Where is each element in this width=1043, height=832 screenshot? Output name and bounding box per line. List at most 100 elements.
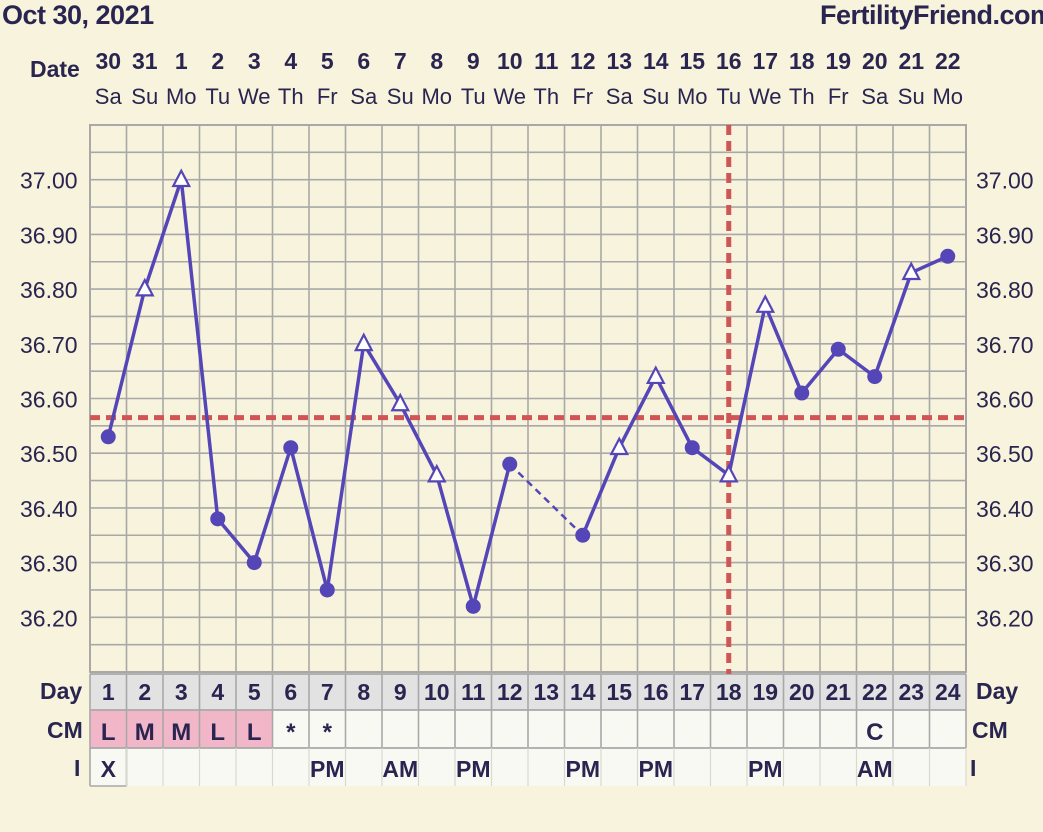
cm-row-label: CM [972, 717, 1008, 743]
temperature-point-open [645, 365, 666, 385]
cm-entry: * [286, 719, 296, 746]
weekday-label: Mo [932, 84, 963, 109]
weekday-label: Su [642, 84, 669, 109]
weekday-label: Tu [716, 84, 741, 109]
weekday-label: Sa [606, 84, 634, 109]
day-number: 5 [248, 679, 261, 705]
day-number: 18 [716, 679, 742, 705]
i-row-cell [382, 748, 419, 786]
y-tick-label: 36.70 [20, 332, 78, 358]
date-tick-label: 15 [679, 48, 705, 74]
temperature-segment [362, 342, 402, 405]
cm-highlight-cell [90, 710, 127, 748]
cm-highlight-cell [199, 710, 236, 748]
day-number: 4 [211, 679, 224, 705]
weekday-label: We [493, 84, 526, 109]
cm-highlight-cell [236, 710, 273, 748]
day-number: 11 [461, 679, 486, 705]
y-tick-label: 36.90 [20, 222, 78, 248]
temperature-segment [581, 447, 621, 536]
temperature-point-open [755, 294, 776, 313]
intercourse-entry: AM [857, 756, 893, 782]
y-tick-label: 36.20 [976, 605, 1034, 631]
date-tick-label: 1 [175, 48, 188, 74]
y-tick-label: 37.00 [20, 168, 78, 194]
date-tick-label: 20 [862, 48, 888, 74]
temperature-point [246, 555, 262, 571]
day-number: 23 [898, 679, 924, 705]
day-number: 21 [825, 679, 851, 705]
i-row-cell [491, 748, 528, 786]
temperature-segment [654, 375, 694, 449]
y-tick-label: 36.80 [976, 277, 1034, 303]
day-number: 13 [533, 679, 559, 705]
date-tick-label: 22 [935, 48, 961, 74]
intercourse-entry: AM [382, 756, 418, 782]
i-row-cell [528, 748, 565, 786]
temperature-point [575, 527, 591, 543]
i-row-cell [272, 748, 309, 786]
y-tick-label: 37.00 [976, 168, 1034, 194]
cm-entry: M [171, 719, 191, 746]
temperature-segment [143, 179, 183, 290]
intercourse-entry: PM [456, 756, 491, 782]
site-name[interactable]: FertilityFriend.com [820, 0, 1043, 30]
day-number: 15 [606, 679, 632, 705]
date-axis-label: Date [30, 56, 80, 82]
temperature-segment [691, 446, 730, 477]
weekday-label: We [749, 84, 782, 109]
temperature-segment [435, 474, 475, 607]
temperature-segment [216, 517, 256, 564]
weekday-label: Mo [166, 84, 197, 109]
cm-highlight-cell [163, 710, 200, 748]
temperature-segment [289, 447, 329, 591]
date-tick-label: 5 [321, 48, 334, 74]
temperature-point-open [609, 436, 630, 456]
temperature-segment [106, 288, 147, 438]
y-tick-label: 36.90 [976, 222, 1034, 248]
temperature-point-open [353, 332, 374, 352]
day-number: 17 [679, 679, 705, 705]
weekday-label: Sa [861, 84, 889, 109]
date-tick-label: 8 [430, 48, 443, 74]
day-row-label: Day [976, 678, 1018, 704]
date-tick-label: 14 [643, 48, 669, 74]
date-tick-label: 19 [825, 48, 851, 74]
y-tick-label: 36.50 [20, 441, 78, 467]
date-tick-label: 18 [789, 48, 815, 74]
y-tick-label: 36.60 [976, 387, 1034, 413]
i-row-cell [345, 748, 382, 786]
plot-frame [89, 124, 967, 673]
date-tick-label: 12 [570, 48, 596, 74]
weekday-label: Fr [572, 84, 593, 109]
i-row-cell [674, 748, 711, 786]
date-tick-label: 3 [248, 48, 261, 74]
temperature-point-open [134, 277, 155, 297]
day-number: 6 [284, 679, 297, 705]
chart-grid [89, 124, 967, 673]
temperature-point [940, 248, 956, 264]
weekday-label: Mo [677, 84, 708, 109]
temperature-point-open [901, 261, 922, 281]
temperature-point-open [171, 168, 192, 188]
i-row-cell [747, 748, 784, 786]
i-row-cell [637, 748, 674, 786]
weekday-label: Su [387, 84, 414, 109]
day-number: 2 [138, 679, 151, 705]
day-number: 19 [752, 679, 778, 705]
day-row-label: Day [40, 678, 82, 704]
temperature-point-open [718, 463, 739, 483]
temperature-point [794, 385, 810, 401]
i-row-cell [455, 748, 492, 786]
date-tick-label: 31 [132, 48, 158, 74]
weekday-label: Mo [421, 84, 452, 109]
cm-highlight-cell [126, 710, 163, 748]
temperature-segment [252, 447, 293, 564]
weekday-label: Fr [317, 84, 338, 109]
temperature-point [684, 440, 700, 456]
temperature-series [90, 125, 966, 674]
weekday-label: Sa [95, 84, 123, 109]
day-number: 14 [570, 679, 596, 705]
date-tick-label: 4 [284, 48, 297, 74]
weekday-label: Th [278, 84, 304, 109]
